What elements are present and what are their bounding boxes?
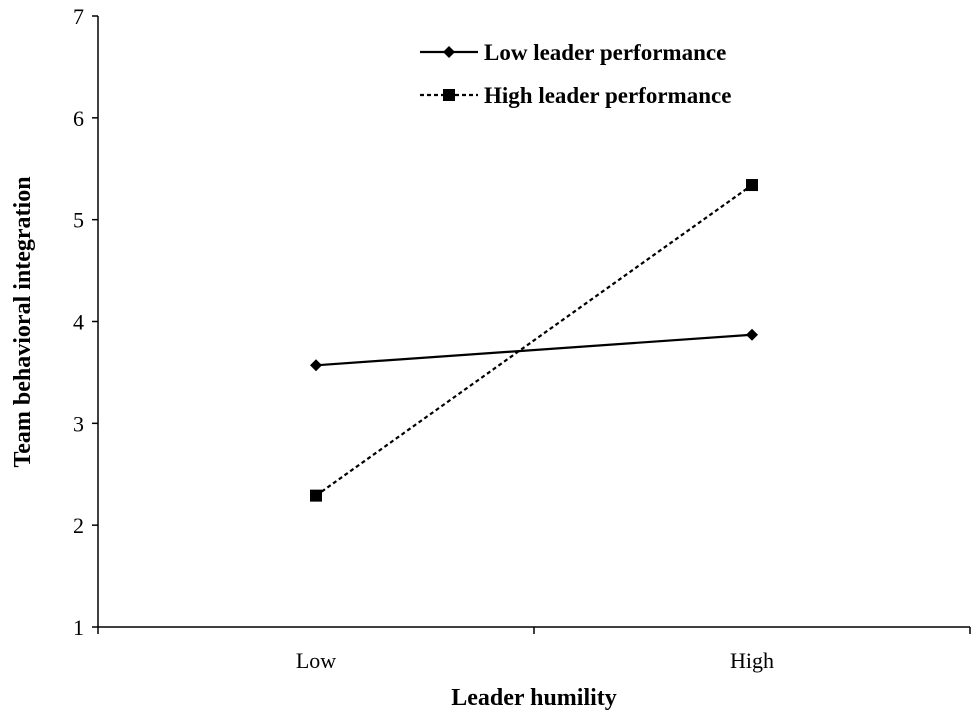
x-tick-label: Low — [296, 648, 336, 673]
legend: Low leader performance High leader perfor… — [420, 40, 731, 108]
legend-label: High leader performance — [484, 83, 731, 108]
data-point-square — [310, 489, 322, 502]
y-tick-label: 5 — [73, 208, 84, 233]
y-axis-title: Team behavioral integration — [10, 176, 36, 467]
legend-label: Low leader performance — [484, 40, 726, 65]
x-axis-ticks: Low High — [97, 627, 971, 673]
series-line-high-leader-performance — [315, 184, 753, 497]
series-layer — [310, 179, 758, 502]
legend-marker-diamond — [443, 46, 455, 58]
y-tick-label: 1 — [73, 615, 84, 640]
data-point-square — [746, 179, 758, 192]
y-tick-label: 7 — [73, 4, 84, 29]
legend-marker-square — [443, 89, 455, 101]
data-point-diamond — [310, 359, 322, 372]
data-point-diamond — [746, 328, 758, 341]
y-tick-label: 6 — [73, 106, 84, 131]
y-tick-label: 3 — [73, 411, 84, 436]
series-line-low-leader-performance — [315, 333, 753, 367]
x-axis-title: Leader humility — [451, 685, 617, 711]
y-axis-ticks: 1 2 3 4 5 6 7 — [73, 4, 98, 640]
y-tick-label: 4 — [73, 310, 84, 335]
x-tick-label: High — [730, 648, 774, 673]
y-tick-label: 2 — [73, 513, 84, 538]
